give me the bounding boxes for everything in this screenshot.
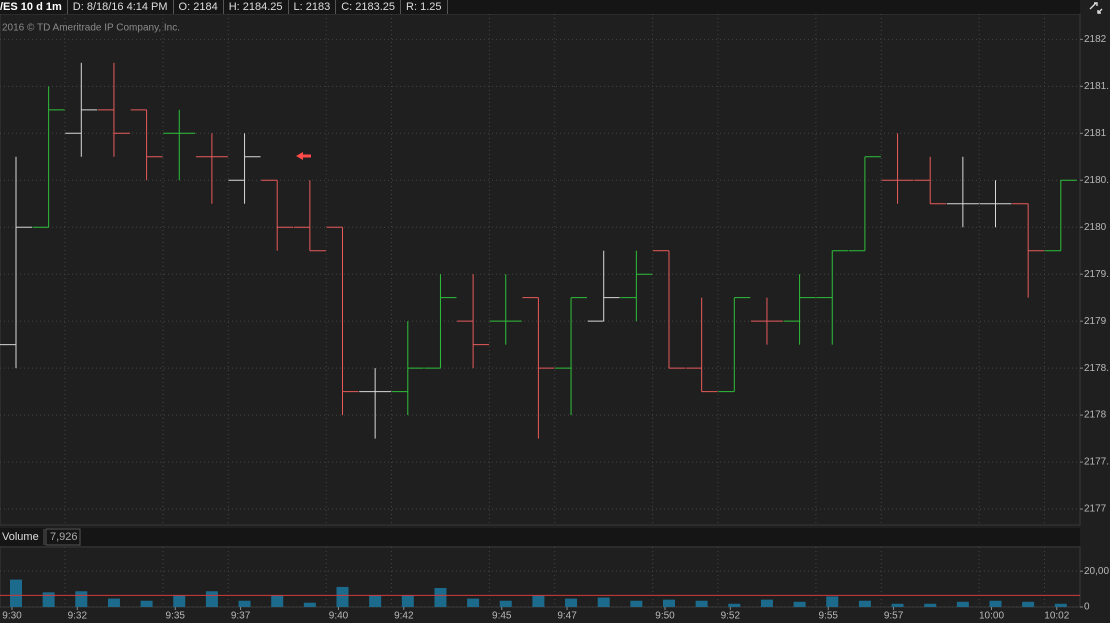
y-tick-label: 2178 (1084, 410, 1107, 421)
volume-bar (728, 603, 741, 607)
volume-bar (630, 600, 643, 607)
y-tick-label: 2182 (1084, 34, 1107, 45)
volume-bar (956, 601, 969, 607)
y-tick-label: 2177. (1084, 457, 1109, 468)
low: L: 2183 (289, 0, 337, 14)
volume-bar (532, 595, 545, 607)
copyright: 2016 © TD Ameritrade IP Company, Inc. (2, 23, 180, 34)
volume-bar (1054, 603, 1067, 607)
volume-box (45, 528, 81, 546)
volume-bar (238, 600, 251, 607)
y-tick-label: 2179 (1084, 316, 1107, 327)
volume-bar (663, 599, 675, 607)
volume-bar (10, 579, 22, 607)
x-tick-label: 10:02 (1044, 611, 1069, 622)
volume-bar (891, 603, 904, 607)
volume-bar (499, 600, 512, 607)
volume-bar (401, 595, 414, 607)
volume-bar (336, 586, 349, 607)
volume-bar (1022, 601, 1035, 607)
y-tick-label: 2178. (1084, 363, 1109, 374)
y-tick-label: 2181 (1084, 128, 1107, 139)
volume-bar (271, 595, 284, 607)
volume-bar (760, 599, 773, 607)
volume-bar (858, 600, 871, 607)
x-tick-label: 9:35 (166, 611, 186, 622)
settings-icon[interactable] (1089, 2, 1103, 14)
volume-header (0, 528, 1080, 546)
date: D: 8/18/16 4:14 PM (68, 0, 174, 14)
volume-bar (989, 600, 1002, 607)
y-tick-label: 2180 (1084, 222, 1107, 233)
volume-bar (695, 600, 708, 607)
x-tick-label: 9:47 (557, 611, 577, 622)
volume-bar (793, 601, 806, 607)
x-tick-label: 9:30 (2, 611, 22, 622)
x-tick-label: 9:57 (884, 611, 904, 622)
close: C: 2183.25 (336, 0, 402, 14)
symbol: /ES 10 d 1m (0, 0, 68, 14)
x-tick-label: 9:32 (68, 611, 88, 622)
y-tick-label: 0 (1084, 602, 1090, 613)
volume-bar (434, 588, 447, 607)
header: /ES 10 d 1m D: 8/18/16 4:14 PM O: 2184 H… (0, 0, 1080, 14)
x-tick-label: 9:42 (394, 611, 414, 622)
volume-title: Volume (2, 531, 39, 543)
x-tick-label: 10:00 (979, 611, 1004, 622)
volume-current: 7,926 (50, 531, 78, 543)
volume-bar (205, 591, 218, 607)
x-tick-label: 9:50 (655, 611, 675, 622)
y-tick-label: 20,00 (1084, 566, 1109, 577)
volume-bar (467, 598, 480, 607)
x-tick-label: 9:55 (819, 611, 839, 622)
volume-bar (826, 596, 839, 607)
x-tick-label: 9:40 (329, 611, 349, 622)
volume-bar (597, 597, 610, 607)
volume-bar (924, 603, 937, 607)
volume-bar (565, 598, 578, 607)
price-panel (0, 13, 1081, 526)
open: O: 2184 (174, 0, 224, 14)
x-tick-label: 9:45 (492, 611, 512, 622)
y-tick-label: 2180. (1084, 175, 1109, 186)
y-tick-label: 2179. (1084, 269, 1109, 280)
x-tick-label: 9:52 (721, 611, 741, 622)
volume-bar (303, 602, 316, 607)
volume-bar (107, 598, 120, 607)
range: R: 1.25 (401, 0, 448, 14)
y-tick-label: 2177 (1084, 504, 1107, 515)
volume-bar (173, 595, 186, 607)
x-tick-label: 9:37 (231, 611, 251, 622)
volume-bar (369, 595, 382, 607)
high: H: 2184.25 (224, 0, 289, 14)
price-arrow (296, 152, 311, 160)
volume-bar (42, 592, 55, 607)
volume-bar (75, 591, 88, 607)
y-tick-label: 2181. (1084, 81, 1109, 92)
volume-bar (140, 600, 153, 607)
